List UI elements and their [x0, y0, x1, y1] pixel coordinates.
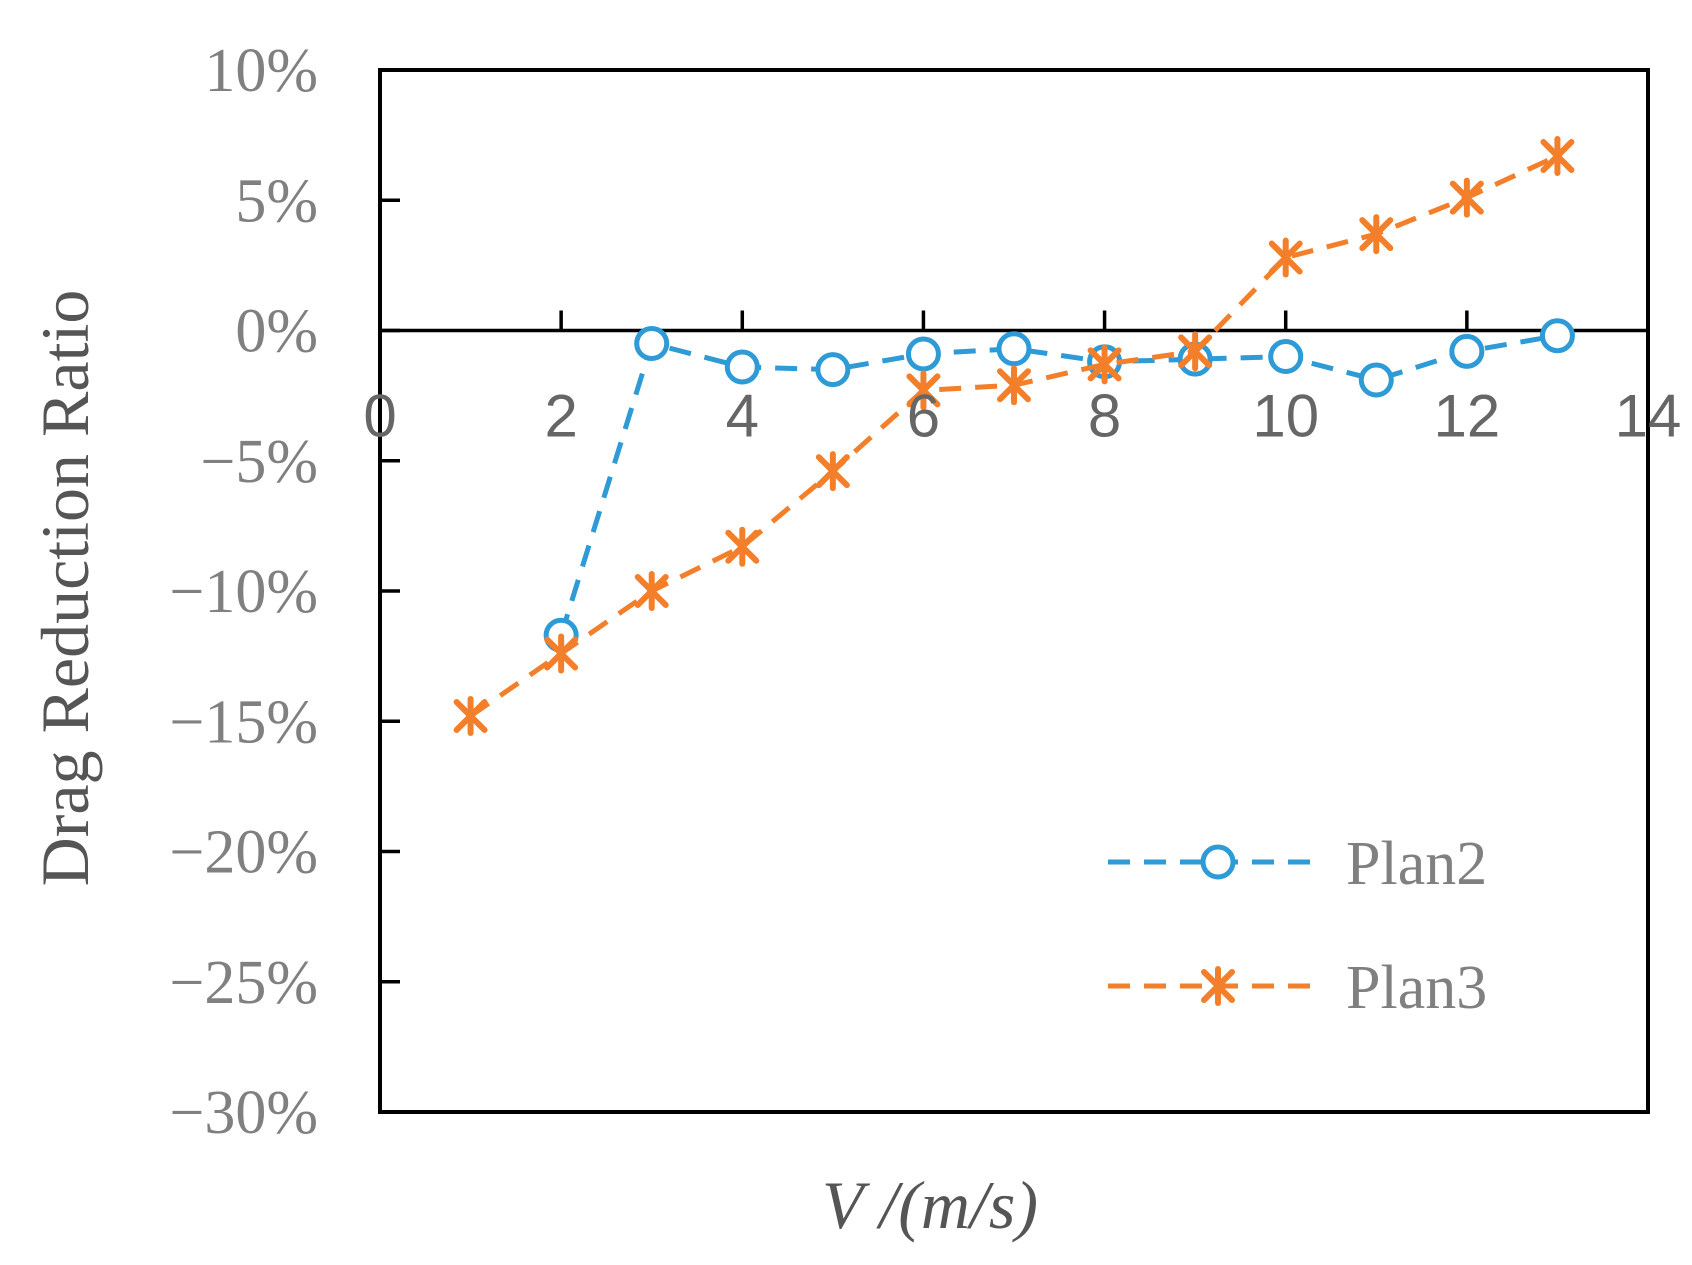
- data-point-plan3: [1449, 177, 1484, 218]
- x-axis-title: V /(m/s): [822, 1167, 1038, 1243]
- data-point-plan3: [815, 451, 850, 492]
- data-point-plan3: [1359, 214, 1394, 255]
- y-tick-label: −15%: [169, 688, 318, 756]
- y-tick-label: −10%: [169, 558, 318, 626]
- y-tick-label: −20%: [169, 819, 318, 887]
- data-point-plan2: [724, 349, 760, 385]
- data-point-plan2: [815, 352, 851, 388]
- x-tick-label: 10: [1252, 383, 1319, 450]
- data-point-plan3: [634, 571, 669, 611]
- data-point-plan2: [1449, 333, 1485, 369]
- y-axis-title: Drag Reduction Ratio: [27, 290, 103, 887]
- y-tick-label: −25%: [169, 949, 318, 1017]
- x-tick-label: 2: [544, 383, 577, 450]
- legend-label-plan3: Plan3: [1346, 954, 1487, 1022]
- legend-label-plan2: Plan2: [1346, 830, 1487, 898]
- data-point-plan2: [1358, 362, 1394, 398]
- x-tick-label: 14: [1615, 383, 1682, 450]
- legend-marker-plan3: [1201, 966, 1235, 1006]
- legend: Plan2 Plan3: [1108, 830, 1487, 1022]
- y-tick-label: 0%: [235, 298, 318, 366]
- data-point-plan2: [1268, 339, 1304, 375]
- data-point-plan3: [997, 365, 1031, 406]
- y-tick-label: −5%: [200, 428, 318, 496]
- y-tick-label: 5%: [235, 167, 318, 235]
- data-point-plan3: [906, 370, 941, 411]
- data-point-plan3: [1540, 135, 1575, 176]
- data-point-plan2: [905, 336, 941, 372]
- x-tick-label: 8: [1088, 383, 1121, 450]
- x-tick-label: 0: [363, 383, 396, 450]
- series-line-plan2: [558, 333, 1558, 637]
- data-point-plan2: [996, 331, 1032, 367]
- data-point-plan3: [453, 696, 488, 737]
- legend-marker-plan2: [1200, 844, 1236, 880]
- y-tick-label: 10%: [204, 37, 318, 105]
- data-point-plan3: [1178, 331, 1213, 372]
- series-line-plan3: [469, 153, 1559, 719]
- x-tick-label: 4: [726, 383, 759, 450]
- data-point-plan2: [1539, 318, 1575, 354]
- data-point-plan3: [544, 633, 579, 674]
- data-point-plan3: [1087, 344, 1122, 385]
- x-tick-label: 12: [1433, 383, 1500, 450]
- y-tick-label: −30%: [169, 1079, 318, 1147]
- data-point-plan3: [1268, 237, 1303, 278]
- data-point-plan2: [634, 326, 670, 362]
- data-point-plan3: [725, 526, 760, 567]
- x-tick-label: 6: [907, 383, 940, 450]
